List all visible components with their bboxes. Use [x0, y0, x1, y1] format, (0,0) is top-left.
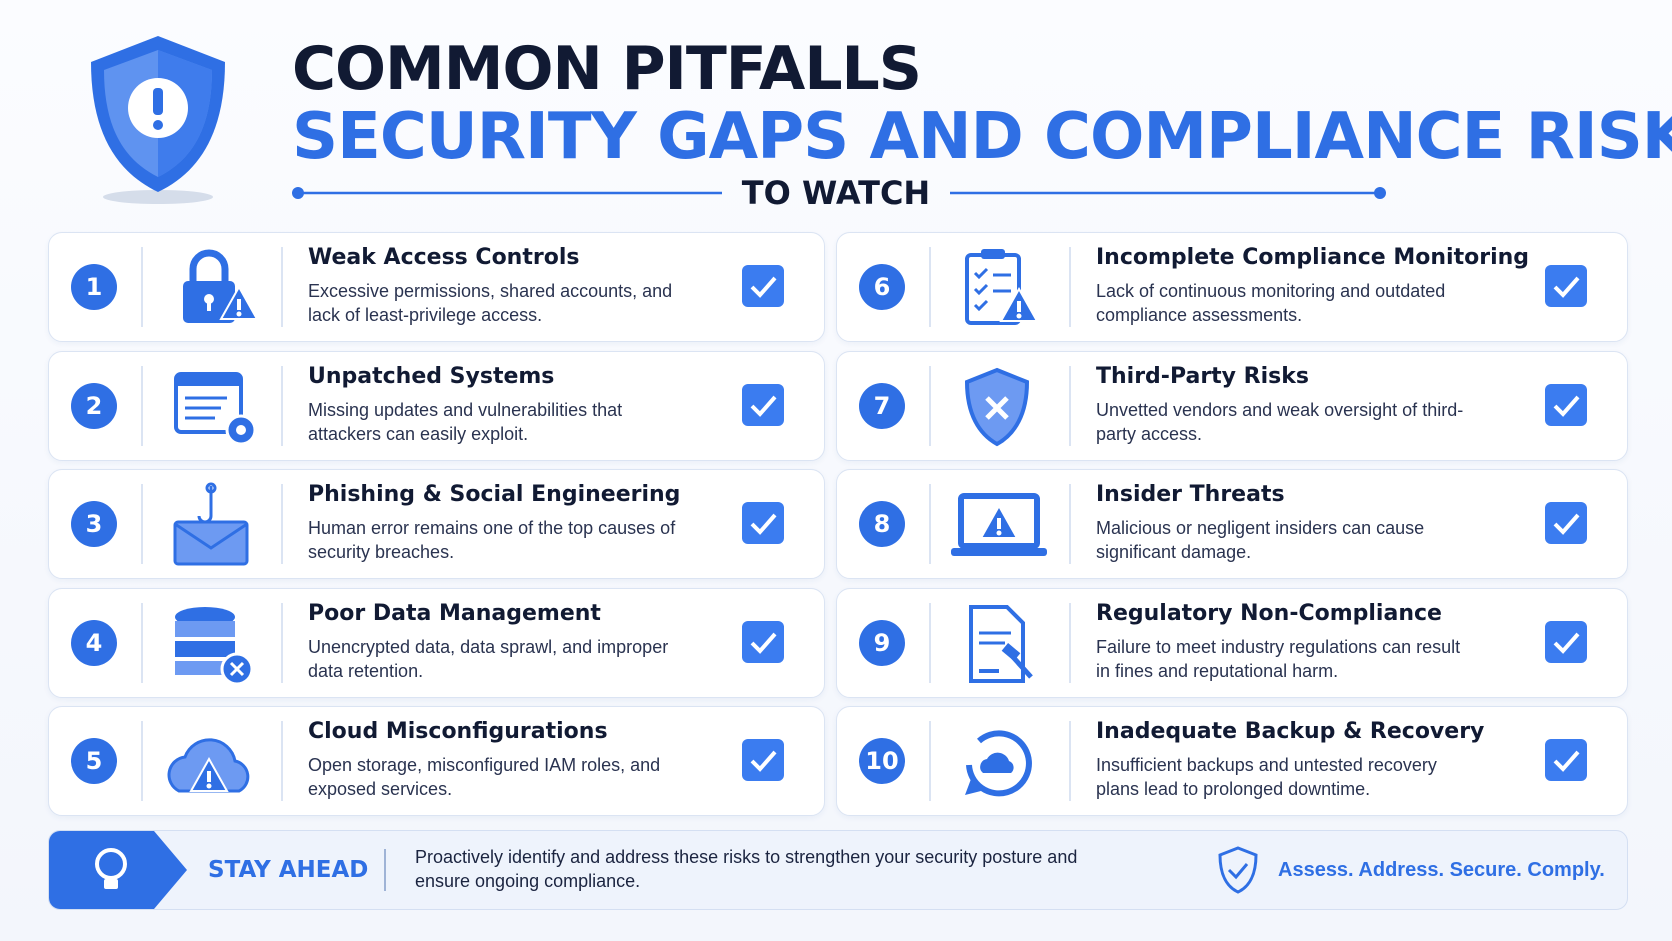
pitfall-card: 8 Insider Threats Malicious or negligent… [836, 469, 1628, 579]
footer-label: STAY AHEAD [208, 857, 369, 883]
item-title: Weak Access Controls [308, 245, 580, 270]
checkbox[interactable] [1545, 620, 1587, 663]
item-title: Poor Data Management [308, 600, 601, 626]
item-title: Regulatory Non-Compliance [1096, 600, 1442, 626]
checkbox[interactable] [1545, 739, 1587, 781]
pitfall-card: 10 Inadequate Backup & Recovery Insuffic… [836, 706, 1628, 816]
item-description: Missing updates and vulnerabilities that… [308, 399, 623, 444]
footer-text: Proactively identify and address these r… [415, 847, 1078, 891]
item-icon [969, 604, 1033, 683]
item-description: Malicious or negligent insiders can caus… [1096, 518, 1425, 562]
item-description: Unencrypted data, data sprawl, and impro… [308, 636, 669, 681]
item-icon [175, 606, 254, 685]
item-number: 3 [71, 501, 117, 547]
pitfall-card: 7 Third-Party Risks Unvetted vendors and… [836, 350, 1628, 461]
footer: STAY AHEAD Proactively identify and addr… [48, 830, 1628, 910]
item-description: Insufficient backups and untested recove… [1096, 755, 1437, 799]
pitfall-card: 4 Poor Data Management Unencrypted data,… [48, 587, 825, 698]
item-description: Failure to meet industry regulations can… [1096, 636, 1461, 681]
item-number: 7 [859, 382, 905, 429]
item-icon [965, 730, 1032, 797]
pitfall-card: 5 Cloud Misconfigurations Open storage, … [48, 706, 825, 816]
item-title: Unpatched Systems [308, 363, 555, 389]
item-description: Open storage, misconfigured IAM roles, a… [308, 755, 661, 799]
checkbox[interactable] [742, 265, 784, 307]
checkbox[interactable] [742, 739, 784, 781]
item-description: Unvetted vendors and weak oversight of t… [1096, 399, 1464, 444]
item-number: 10 [859, 738, 905, 784]
item-icon [174, 371, 257, 445]
item-number: 1 [71, 264, 117, 310]
item-title: Incomplete Compliance Monitoring [1096, 245, 1530, 270]
item-description: Lack of continuous monitoring and outdat… [1096, 281, 1446, 325]
pitfall-card: 1 Weak Access Controls Excessive permiss… [48, 232, 825, 342]
item-description: Human error remains one of the top cause… [308, 518, 676, 562]
item-number: 8 [859, 501, 905, 547]
item-icon [173, 482, 249, 566]
item-title: Phishing & Social Engineering [308, 482, 681, 507]
item-description: Excessive permissions, shared accounts, … [308, 281, 673, 325]
item-icon [183, 249, 259, 323]
checkbox[interactable] [742, 383, 784, 426]
item-number: 5 [71, 738, 117, 784]
checkbox[interactable] [1545, 502, 1587, 544]
item-number: 4 [71, 619, 117, 666]
item-title: Third-Party Risks [1096, 363, 1309, 389]
item-number: 9 [859, 619, 905, 666]
subtitle: SECURITY GAPS AND COMPLIANCE RISKS [292, 100, 1672, 174]
pitfall-card: 2 Unpatched Systems Missing updates and … [48, 350, 825, 461]
item-title: Insider Threats [1096, 482, 1285, 507]
checkbox[interactable] [742, 620, 784, 663]
item-icon [951, 493, 1047, 556]
pitfall-card: 6 Incomplete Compliance Monitoring Lack … [836, 232, 1628, 342]
footer-shield [1218, 846, 1258, 894]
checkbox[interactable] [742, 502, 784, 544]
item-number: 6 [859, 264, 905, 310]
item-icon [965, 249, 1039, 325]
rule [292, 187, 1386, 199]
footer-badge [49, 831, 187, 909]
item-title: Cloud Misconfigurations [308, 719, 608, 744]
shield-icon [91, 36, 225, 204]
title: COMMON PITFALLS [292, 34, 922, 104]
pitfall-card: 9 Regulatory Non-Compliance Failure to m… [836, 587, 1628, 698]
footer-motto: Assess. Address. Secure. Comply. [1278, 859, 1605, 881]
checkbox[interactable] [1545, 383, 1587, 426]
tagline: TO WATCH [741, 174, 931, 212]
checkbox[interactable] [1545, 265, 1587, 307]
item-icon [167, 738, 250, 793]
item-title: Inadequate Backup & Recovery [1096, 719, 1485, 744]
item-icon [964, 367, 1030, 446]
item-number: 2 [71, 382, 117, 429]
pitfall-card: 3 Phishing & Social Engineering Human er… [48, 469, 825, 579]
